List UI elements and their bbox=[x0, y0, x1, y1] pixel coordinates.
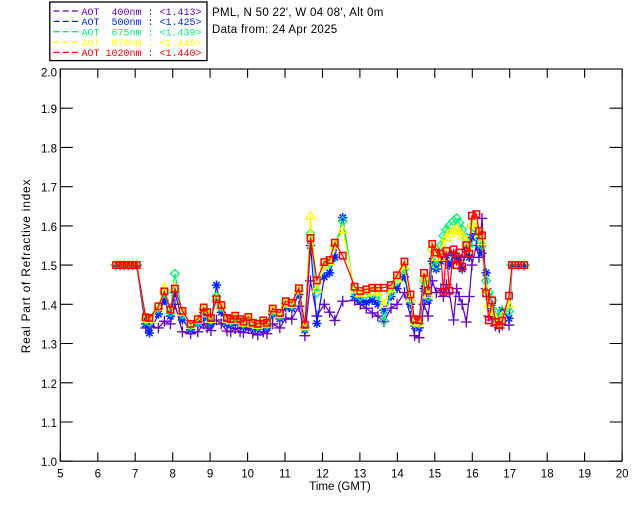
svg-text:20: 20 bbox=[616, 468, 629, 480]
svg-text:10: 10 bbox=[241, 468, 254, 480]
svg-text:1.9: 1.9 bbox=[41, 104, 57, 116]
svg-text:PML, N 50 22', W 04 08', Alt 0: PML, N 50 22', W 04 08', Alt 0m bbox=[212, 7, 384, 19]
svg-text:19: 19 bbox=[578, 468, 591, 480]
svg-text:18: 18 bbox=[541, 468, 554, 480]
svg-text:AOT 870nm : <1.445>: AOT 870nm : <1.445> bbox=[82, 39, 202, 50]
svg-text:1.1: 1.1 bbox=[41, 418, 57, 430]
svg-text:17: 17 bbox=[503, 468, 516, 480]
svg-text:2.0: 2.0 bbox=[41, 68, 57, 80]
svg-text:1.3: 1.3 bbox=[41, 340, 57, 352]
svg-text:Data from: 24 Apr 2025: Data from: 24 Apr 2025 bbox=[212, 24, 338, 36]
svg-text:AOT 1020nm : <1.440>: AOT 1020nm : <1.440> bbox=[82, 49, 202, 60]
svg-text:1.7: 1.7 bbox=[41, 183, 57, 195]
svg-text:16: 16 bbox=[466, 468, 479, 480]
svg-text:13: 13 bbox=[354, 468, 367, 480]
svg-text:1.0: 1.0 bbox=[41, 457, 57, 469]
svg-text:8: 8 bbox=[169, 468, 175, 480]
svg-text:AOT 500nm : <1.425>: AOT 500nm : <1.425> bbox=[82, 18, 202, 29]
svg-text:1.2: 1.2 bbox=[41, 379, 57, 391]
svg-text:Real Part of Refractive index: Real Part of Refractive index bbox=[19, 179, 33, 354]
svg-text:6: 6 bbox=[95, 468, 101, 480]
svg-text:7: 7 bbox=[132, 468, 138, 480]
svg-text:1.4: 1.4 bbox=[41, 300, 58, 312]
svg-text:AOT 675nm : <1.439>: AOT 675nm : <1.439> bbox=[82, 29, 202, 40]
svg-text:15: 15 bbox=[428, 468, 441, 480]
svg-text:1.6: 1.6 bbox=[41, 222, 57, 234]
svg-text:1.5: 1.5 bbox=[41, 261, 57, 273]
svg-text:Time (GMT): Time (GMT) bbox=[309, 481, 371, 493]
svg-text:14: 14 bbox=[391, 468, 404, 480]
svg-text:11: 11 bbox=[279, 468, 291, 480]
svg-text:12: 12 bbox=[316, 468, 329, 480]
svg-text:5: 5 bbox=[57, 468, 63, 480]
svg-text:9: 9 bbox=[207, 468, 213, 480]
svg-text:AOT 400nm : <1.413>: AOT 400nm : <1.413> bbox=[82, 8, 202, 19]
svg-text:1.8: 1.8 bbox=[41, 143, 57, 155]
